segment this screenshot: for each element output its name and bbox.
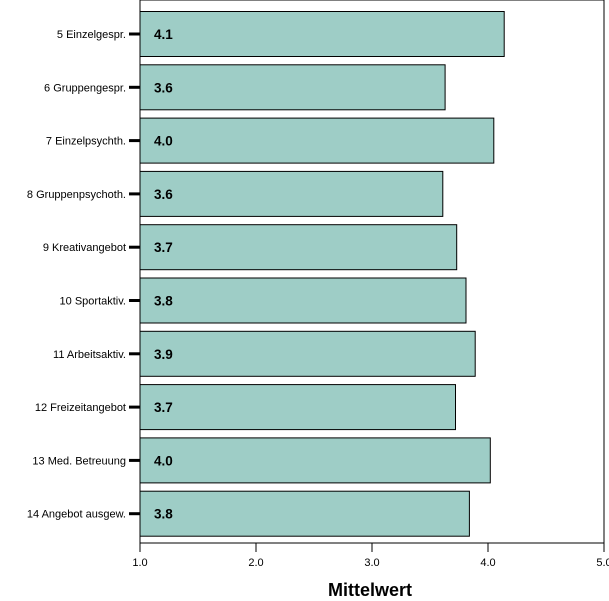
category-axis: 5 Einzelgespr. 6 Gruppengespr. 7 Einzelpsy… [27,29,140,521]
category-label: 14 Angebot ausgew. [27,509,126,521]
category-label: 5 Einzelgespr. [57,29,126,41]
category-label: 9 Kreativangebot [43,242,126,254]
category-label: 11 Arbeitsaktiv. [53,349,126,361]
bar-value-label: 3.6 [154,187,173,202]
x-tick-label: 2.0 [248,557,263,569]
bar-value-label: 4.1 [154,27,173,42]
bar-value-label: 4.0 [154,134,173,149]
bar [139,11,505,57]
bar-value-label: 4.0 [154,453,173,468]
category-label: 8 Gruppenpsychoth. [27,189,126,201]
bar-value-label: 3.8 [154,294,173,309]
bar [139,117,495,164]
x-axis-title: Mittelwert [328,580,412,600]
x-tick-label: 4.0 [480,557,495,569]
category-label: 12 Freizeitangebot [35,402,126,414]
bar-value-label: 3.7 [154,400,173,415]
bar [139,224,458,271]
bar [139,384,456,431]
bar [139,330,476,377]
bar [139,490,470,537]
category-label: 10 Sportaktiv. [60,296,126,308]
bar [139,437,491,484]
bar [139,277,467,324]
bar [139,64,446,111]
bar-value-label: 3.8 [154,507,173,522]
x-tick-label: 1.0 [132,557,147,569]
category-label: 6 Gruppengespr. [44,82,126,94]
bar-value-label: 3.9 [154,347,173,362]
bar-value-label: 3.7 [154,240,173,255]
category-label: 7 Einzelpsychth. [46,136,126,148]
bar [139,170,444,217]
x-tick-label: 3.0 [364,557,379,569]
category-label: 13 Med. Betreuung [32,455,126,467]
x-axis: 1.0 2.0 3.0 4.0 5.0 [132,543,609,569]
bar-value-label: 3.6 [154,80,173,95]
x-tick-label: 5.0 [596,557,609,569]
bars-layer: 4.1 3.6 4.0 3.6 3.7 3.8 3.9 3.7 4.0 3.8 [139,11,505,537]
